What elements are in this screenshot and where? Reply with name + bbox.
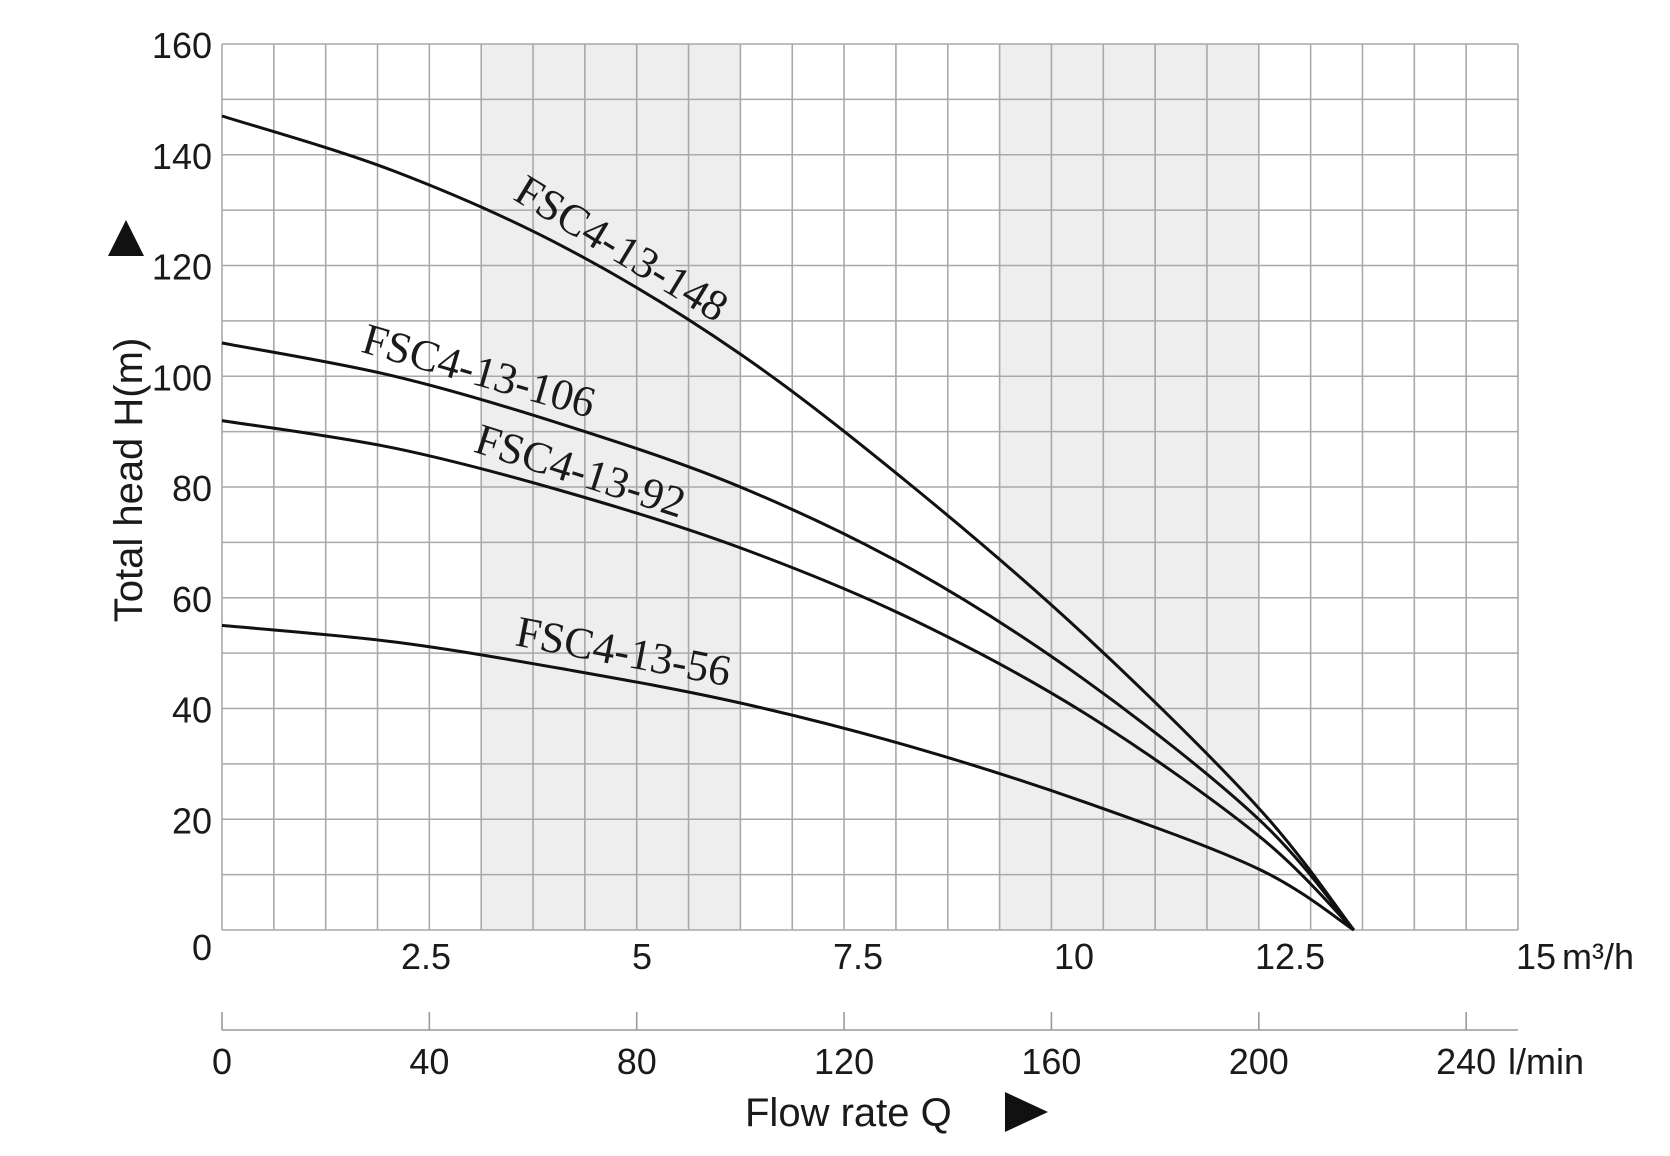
- x-axis-secondary: 0 40 80 120 160 200 240: [212, 1012, 1518, 1082]
- x-tick-label: 12.5: [1255, 936, 1325, 977]
- x-secondary-tick-label: 0: [212, 1041, 232, 1082]
- x-axis-ticks-primary: 2.5 5 7.5 10 12.5 15: [401, 936, 1556, 977]
- y-tick-label: 100: [152, 357, 212, 398]
- x-secondary-tick-label: 240: [1436, 1041, 1496, 1082]
- y-tick-label: 20: [172, 800, 212, 841]
- x-unit-primary: m³/h: [1562, 936, 1634, 977]
- x-tick-label: 10: [1054, 936, 1094, 977]
- y-tick-label: 140: [152, 136, 212, 177]
- curve-fsc4-13-92: [221, 419, 1355, 932]
- pump-curves: [221, 114, 1355, 932]
- y-tick-label: 60: [172, 579, 212, 620]
- x-axis-title: Flow rate Q: [745, 1091, 952, 1135]
- x-secondary-tick-label: 40: [409, 1041, 449, 1082]
- x-axis-arrow-icon: [1005, 1092, 1048, 1132]
- curve-fsc4-13-106: [221, 341, 1355, 931]
- x-secondary-tick-label: 120: [814, 1041, 874, 1082]
- y-axis-title: Total head H(m): [107, 338, 151, 623]
- y-tick-label: 160: [152, 25, 212, 66]
- y-axis-arrow-icon: [108, 220, 144, 256]
- x-secondary-tick-label: 160: [1021, 1041, 1081, 1082]
- grid-lines: [221, 43, 1519, 931]
- y-tick-label: 0: [192, 927, 212, 968]
- y-tick-label: 40: [172, 690, 212, 731]
- x-tick-label: 5: [632, 936, 652, 977]
- x-secondary-tick-label: 200: [1229, 1041, 1289, 1082]
- x-tick-label: 15: [1516, 936, 1556, 977]
- x-tick-label: 7.5: [833, 936, 883, 977]
- x-secondary-tick-label: 80: [617, 1041, 657, 1082]
- y-tick-label: 120: [152, 247, 212, 288]
- y-axis-ticks: 0 20 40 60 80 100 120 140 160: [152, 25, 212, 968]
- x-tick-label: 2.5: [401, 936, 451, 977]
- curve-fsc4-13-56: [221, 623, 1355, 932]
- y-tick-label: 80: [172, 468, 212, 509]
- curve-fsc4-13-148: [221, 114, 1355, 931]
- x-unit-secondary: l/min: [1508, 1041, 1584, 1082]
